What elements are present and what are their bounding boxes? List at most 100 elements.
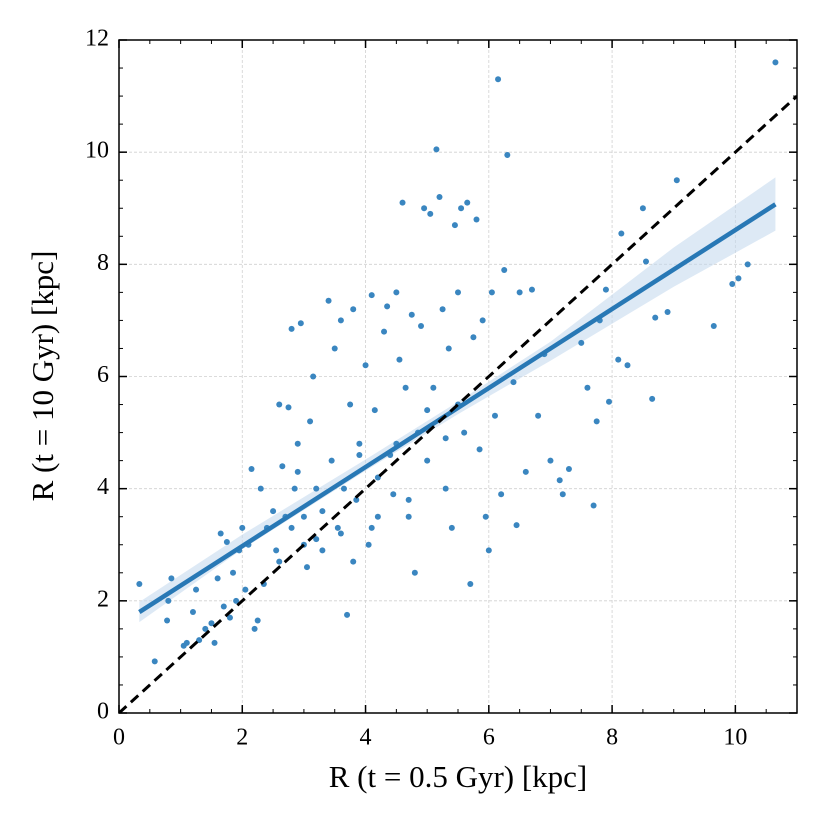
scatter-point <box>424 457 431 464</box>
scatter-point <box>230 569 237 576</box>
confidence-band <box>139 177 776 623</box>
scatter-point <box>291 485 298 492</box>
scatter-point <box>584 384 591 391</box>
scatter-point <box>257 485 264 492</box>
scatter-point <box>442 435 449 442</box>
scatter-point <box>476 446 483 453</box>
scatter-point <box>313 485 320 492</box>
scatter-point <box>384 303 391 310</box>
scatter-point <box>405 513 412 520</box>
scatter-point <box>168 575 175 582</box>
scatter-point <box>458 205 465 212</box>
scatter-point <box>239 524 246 531</box>
scatter-point <box>590 502 597 509</box>
scatter-point <box>303 564 310 571</box>
y-tick-label: 8 <box>97 250 109 276</box>
scatter-point <box>288 524 295 531</box>
scatter-point <box>270 508 277 515</box>
scatter-point <box>729 280 736 287</box>
scatter-point <box>482 513 489 520</box>
scatter-point <box>220 603 227 610</box>
scatter-point <box>193 586 200 593</box>
regression-line <box>138 202 777 614</box>
scatter-point <box>331 345 338 352</box>
scatter-point <box>510 379 517 386</box>
scatter-point <box>356 452 363 459</box>
scatter-point <box>528 286 535 293</box>
scatter-point <box>455 289 461 296</box>
scatter-point <box>319 547 326 554</box>
y-tick-label: 6 <box>97 362 109 388</box>
scatter-point <box>445 345 452 352</box>
scatter-point <box>501 266 508 273</box>
scatter-point <box>411 569 418 576</box>
scatter-point <box>248 466 255 473</box>
scatter-point <box>350 558 357 565</box>
scatter-point <box>467 581 474 588</box>
scatter-point <box>436 194 443 201</box>
scatter-point <box>488 289 495 296</box>
scatter-point <box>307 418 314 425</box>
identity-line <box>119 94 797 713</box>
x-axis-label: R (t = 0.5 Gyr) [kpc] <box>329 759 588 794</box>
scatter-point <box>208 620 215 627</box>
scatter-point <box>427 210 434 217</box>
scatter-point <box>276 558 283 565</box>
scatter-point <box>578 339 585 346</box>
x-tick-label: 6 <box>483 725 495 751</box>
scatter-point <box>334 524 341 531</box>
scatter-point <box>294 468 301 475</box>
scatter-point <box>652 314 659 321</box>
scatter-point <box>433 146 440 153</box>
scatter-point <box>368 524 375 531</box>
scatter-point <box>522 468 529 475</box>
scatter-point <box>297 320 304 327</box>
scatter-point <box>396 356 403 363</box>
x-tick-label: 0 <box>113 725 125 751</box>
scatter-point <box>276 401 283 408</box>
scatter-point <box>448 524 455 531</box>
scatter-point <box>288 325 295 332</box>
scatter-point <box>606 398 613 405</box>
scatter-point <box>408 311 415 318</box>
scatter-point <box>223 538 230 545</box>
scatter-point <box>556 477 563 484</box>
scatter-point <box>464 199 471 206</box>
x-tick-label: 4 <box>360 725 372 751</box>
scatter-point <box>565 466 572 473</box>
scatter-point <box>196 637 203 644</box>
scatter-point <box>337 530 344 537</box>
scatter-point <box>226 614 233 621</box>
scatter-point <box>368 292 375 299</box>
scatter-point <box>254 617 261 624</box>
scatter-point <box>473 216 480 223</box>
scatter-point <box>451 222 458 229</box>
scatter-point <box>418 323 425 330</box>
scatter-point <box>393 289 400 296</box>
scatter-point <box>424 407 431 414</box>
scatter-point <box>362 362 369 369</box>
scatter-point <box>273 547 280 554</box>
scatter-point <box>214 575 221 582</box>
scatter-point <box>673 177 680 184</box>
scatter-point <box>639 205 646 212</box>
scatter-point <box>618 230 625 237</box>
scatter-point <box>430 384 437 391</box>
scatter-point <box>461 429 468 436</box>
scatter-point <box>202 625 209 632</box>
y-tick-label: 2 <box>97 586 109 612</box>
scatter-point <box>602 286 609 293</box>
y-tick-label: 4 <box>97 474 109 500</box>
scatter-point <box>615 356 622 363</box>
scatter-point <box>593 418 600 425</box>
scatter-point <box>313 536 320 543</box>
scatter-point <box>513 522 520 529</box>
scatter-point <box>136 581 143 588</box>
scatter-point <box>325 297 332 304</box>
scatter-point <box>442 485 449 492</box>
scatter-point <box>479 317 486 324</box>
scatter-point <box>547 457 554 464</box>
scatter-point <box>337 317 344 324</box>
scatter-point <box>189 609 196 616</box>
